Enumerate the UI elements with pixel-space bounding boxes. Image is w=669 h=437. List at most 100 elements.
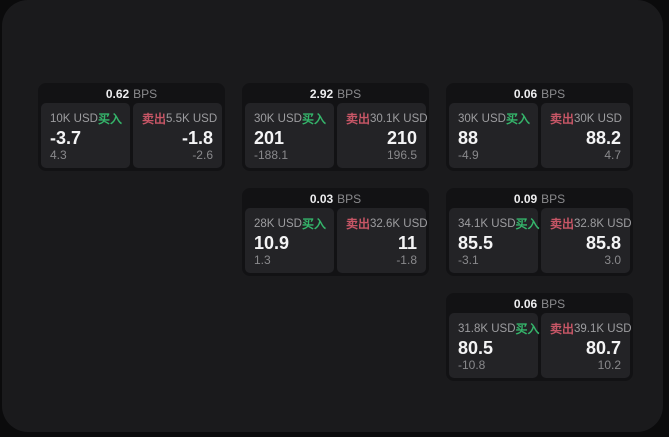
buy-pane-top: 28K USD 买入	[254, 215, 326, 232]
buy-pane[interactable]: 30K USD 买入 88 -4.9	[449, 103, 538, 168]
buy-pane-top: 31.8K USD 买入	[458, 320, 540, 337]
sell-delta: 4.7	[604, 148, 621, 162]
buy-price: 85.5	[458, 232, 494, 253]
sell-price: 210	[386, 127, 417, 148]
buy-pane[interactable]: 34.1K USD 买入 85.5 -3.1	[449, 208, 540, 273]
quote-panes: 30K USD 买入 201 -188.1 卖出 30.1K USD 210 1…	[245, 103, 428, 168]
buy-price: 80.5	[458, 337, 494, 358]
quote-card: 0.09 BPS 34.1K USD 买入 85.5 -3.1 卖出 32.8K…	[446, 188, 633, 276]
buy-price: 201	[254, 127, 285, 148]
buy-pane[interactable]: 28K USD 买入 10.9 1.3	[245, 208, 334, 273]
buy-delta: 4.3	[50, 148, 67, 162]
sell-pane-top: 卖出 30K USD	[550, 110, 622, 127]
sell-amount: 32.6K USD	[370, 217, 428, 230]
sell-delta: -2.6	[192, 148, 213, 162]
quote-card: 2.92 BPS 30K USD 买入 201 -188.1 卖出 30.1K …	[242, 83, 429, 171]
bps-value: 0.06	[513, 297, 538, 311]
buy-pane-top: 30K USD 买入	[254, 110, 326, 127]
bps-unit-label: BPS	[541, 297, 566, 311]
quote-panes: 30K USD 买入 88 -4.9 卖出 30K USD 88.2 4.7	[449, 103, 630, 168]
bps-value: 0.62	[105, 87, 130, 101]
buy-tag: 买入	[515, 322, 540, 336]
quote-card: 0.06 BPS 30K USD 买入 88 -4.9 卖出 30K USD 8…	[446, 83, 633, 171]
sell-tag: 卖出	[550, 217, 575, 231]
sell-pane[interactable]: 卖出 30K USD 88.2 4.7	[541, 103, 630, 168]
buy-delta: -4.9	[458, 148, 479, 162]
sell-price: 80.7	[585, 337, 621, 358]
quote-panes: 31.8K USD 买入 80.5 -10.8 卖出 39.1K USD 80.…	[449, 313, 632, 378]
sell-amount: 30K USD	[574, 112, 622, 125]
sell-delta: 3.0	[604, 253, 621, 267]
quote-panes: 28K USD 买入 10.9 1.3 卖出 32.6K USD 11 -1.8	[245, 208, 428, 273]
bps-value: 0.09	[513, 192, 538, 206]
sell-tag: 卖出	[346, 112, 371, 126]
buy-amount: 34.1K USD	[458, 217, 516, 230]
buy-pane[interactable]: 30K USD 买入 201 -188.1	[245, 103, 334, 168]
app-panel: 0.62 BPS 10K USD 买入 -3.7 4.3 卖出 5.5K USD…	[2, 0, 663, 432]
bps-unit-label: BPS	[337, 87, 362, 101]
sell-tag: 卖出	[550, 112, 575, 126]
sell-delta: 196.5	[386, 148, 417, 162]
quote-card: 0.03 BPS 28K USD 买入 10.9 1.3 卖出 32.6K US…	[242, 188, 429, 276]
quote-card: 0.06 BPS 31.8K USD 买入 80.5 -10.8 卖出 39.1…	[446, 293, 633, 381]
sell-delta: -1.8	[396, 253, 417, 267]
sell-pane-top: 卖出 5.5K USD	[142, 110, 217, 127]
buy-amount: 10K USD	[50, 112, 98, 125]
card-header: 0.09 BPS	[449, 191, 630, 208]
sell-tag: 卖出	[346, 217, 371, 231]
buy-price: 10.9	[254, 232, 290, 253]
card-header: 0.03 BPS	[245, 191, 426, 208]
buy-tag: 买入	[515, 217, 540, 231]
buy-pane-top: 10K USD 买入	[50, 110, 122, 127]
buy-amount: 30K USD	[458, 112, 506, 125]
buy-price: -3.7	[50, 127, 82, 148]
quote-panes: 10K USD 买入 -3.7 4.3 卖出 5.5K USD -1.8 -2.…	[41, 103, 222, 168]
buy-tag: 买入	[301, 112, 326, 126]
sell-pane-top: 卖出 30.1K USD	[346, 110, 428, 127]
sell-pane-top: 卖出 32.8K USD	[550, 215, 632, 232]
buy-pane-top: 30K USD 买入	[458, 110, 530, 127]
buy-pane[interactable]: 10K USD 买入 -3.7 4.3	[41, 103, 130, 168]
buy-amount: 28K USD	[254, 217, 302, 230]
buy-amount: 30K USD	[254, 112, 302, 125]
quote-card: 0.62 BPS 10K USD 买入 -3.7 4.3 卖出 5.5K USD…	[38, 83, 225, 171]
buy-delta: 1.3	[254, 253, 271, 267]
sell-pane[interactable]: 卖出 5.5K USD -1.8 -2.6	[133, 103, 222, 168]
buy-tag: 买入	[97, 112, 122, 126]
buy-pane-top: 34.1K USD 买入	[458, 215, 540, 232]
sell-pane[interactable]: 卖出 32.6K USD 11 -1.8	[337, 208, 428, 273]
sell-delta: 10.2	[597, 358, 621, 372]
bps-unit-label: BPS	[337, 192, 362, 206]
buy-tag: 买入	[301, 217, 326, 231]
bps-unit-label: BPS	[541, 87, 566, 101]
buy-pane[interactable]: 31.8K USD 买入 80.5 -10.8	[449, 313, 540, 378]
sell-tag: 卖出	[550, 322, 575, 336]
sell-price: 11	[397, 232, 417, 253]
bps-unit-label: BPS	[541, 192, 566, 206]
sell-pane-top: 卖出 39.1K USD	[550, 320, 632, 337]
buy-amount: 31.8K USD	[458, 322, 516, 335]
sell-tag: 卖出	[142, 112, 167, 126]
bps-unit-label: BPS	[133, 87, 158, 101]
buy-tag: 买入	[505, 112, 530, 126]
quote-cards-grid: 0.62 BPS 10K USD 买入 -3.7 4.3 卖出 5.5K USD…	[38, 83, 633, 381]
bps-value: 0.03	[309, 192, 334, 206]
sell-amount: 32.8K USD	[574, 217, 632, 230]
sell-pane-top: 卖出 32.6K USD	[346, 215, 428, 232]
buy-price: 88	[458, 127, 479, 148]
sell-amount: 30.1K USD	[370, 112, 428, 125]
sell-pane[interactable]: 卖出 32.8K USD 85.8 3.0	[541, 208, 632, 273]
bps-value: 0.06	[513, 87, 538, 101]
sell-pane[interactable]: 卖出 39.1K USD 80.7 10.2	[541, 313, 632, 378]
buy-delta: -10.8	[458, 358, 486, 372]
buy-delta: -188.1	[254, 148, 289, 162]
sell-amount: 39.1K USD	[574, 322, 632, 335]
quote-panes: 34.1K USD 买入 85.5 -3.1 卖出 32.8K USD 85.8…	[449, 208, 632, 273]
sell-price: 88.2	[585, 127, 621, 148]
card-header: 2.92 BPS	[245, 86, 426, 103]
card-header: 0.06 BPS	[449, 296, 630, 313]
card-header: 0.06 BPS	[449, 86, 630, 103]
sell-amount: 5.5K USD	[166, 112, 218, 125]
sell-price: -1.8	[181, 127, 213, 148]
sell-pane[interactable]: 卖出 30.1K USD 210 196.5	[337, 103, 428, 168]
